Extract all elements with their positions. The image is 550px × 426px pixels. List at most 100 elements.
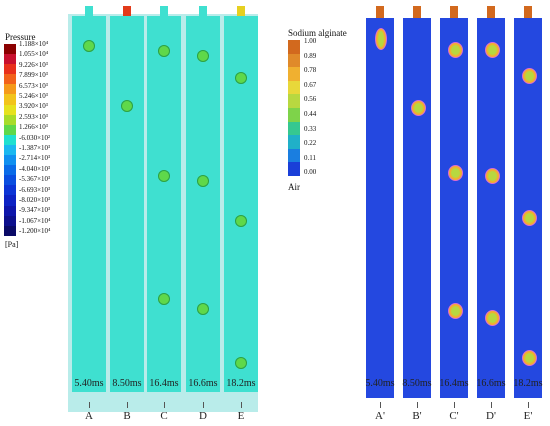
- colorbar-label: 0.00: [304, 168, 317, 177]
- colorbar-segment: [288, 40, 300, 54]
- colorbar-label: -1.200×10⁴: [19, 227, 51, 236]
- pressure-droplet: [197, 303, 209, 315]
- pressure-column-a: [72, 16, 106, 392]
- inlet-nozzle: [160, 6, 168, 16]
- colorbar-segment: [4, 94, 16, 105]
- column-tick: [127, 402, 128, 408]
- colorbar-segment: [4, 165, 16, 176]
- alginate-time-label: 18.2ms: [513, 378, 543, 389]
- alginate-time-label: 8.50ms: [402, 378, 432, 389]
- colorbar-label: 0.44: [304, 110, 317, 118]
- alginate-droplet: [447, 165, 463, 181]
- colorbar-segment: [288, 162, 300, 176]
- colorbar-label: -6.030×10²: [19, 133, 51, 142]
- colorbar-segment: [4, 215, 16, 226]
- column-tick: [454, 402, 455, 408]
- colorbar-label: 1.055×10⁴: [19, 50, 49, 59]
- inlet-nozzle: [376, 6, 384, 18]
- colorbar-segment: [288, 148, 300, 163]
- colorbar-segment: [4, 44, 16, 55]
- colorbar-segment: [288, 107, 300, 122]
- alginate-colorbar-labels: 1.00 0.89 0.78 0.67 0.56 0.44 0.33 0.22 0.11 0.00: [304, 38, 344, 183]
- colorbar-segment: [4, 124, 16, 135]
- colorbar-segment: [4, 64, 16, 75]
- colorbar-segment: [288, 121, 300, 136]
- alginate-column-label: A': [375, 410, 385, 422]
- alginate-column-3: [440, 18, 468, 398]
- colorbar-segment: [4, 225, 16, 236]
- colorbar-segment: [288, 94, 300, 108]
- inlet-nozzle: [413, 6, 421, 18]
- colorbar-label: 9.226×10³: [19, 60, 48, 69]
- pressure-column-c: [147, 16, 181, 392]
- pressure-droplet: [197, 175, 209, 187]
- pressure-colorbar-labels: 1.188×10⁴ 1.055×10⁴ 9.226×10³ 7.899×10³ 6.57…: [19, 41, 79, 241]
- pressure-droplet: [197, 50, 209, 62]
- colorbar-segment: [4, 155, 16, 166]
- alginate-column-1: [366, 18, 394, 398]
- pressure-droplet: [121, 100, 133, 112]
- pressure-column-label: B: [123, 410, 131, 422]
- alginate-droplet: [447, 42, 463, 58]
- colorbar-label: 2.593×10³: [19, 112, 48, 121]
- colorbar-label: 0.33: [304, 124, 317, 133]
- alginate-time-label: 16.4ms: [439, 378, 469, 389]
- colorbar-label: 0.11: [304, 153, 316, 162]
- alginate-droplet: [521, 68, 537, 84]
- pressure-droplet: [158, 170, 170, 182]
- colorbar-label: -5.367×10³: [19, 175, 51, 184]
- pressure-time-label: 5.40ms: [74, 378, 104, 389]
- column-tick: [380, 402, 381, 408]
- pressure-column-label: A: [85, 410, 93, 422]
- inlet-nozzle: [450, 6, 458, 18]
- colorbar-label: 1.00: [304, 37, 317, 45]
- colorbar-segment: [288, 53, 300, 68]
- alginate-column-2: [403, 18, 431, 398]
- colorbar-segment: [4, 144, 16, 156]
- alginate-column-label: B': [412, 410, 422, 422]
- colorbar-label: -1.067×10⁴: [19, 216, 51, 225]
- colorbar-label: 0.22: [304, 139, 317, 148]
- alginate-colorbar: [288, 40, 300, 176]
- pressure-column-d: [186, 16, 220, 392]
- colorbar-segment: [4, 104, 16, 115]
- colorbar-label: -9.347×10³: [19, 206, 51, 215]
- pressure-droplet: [158, 293, 170, 305]
- colorbar-segment: [4, 114, 16, 125]
- inlet-nozzle: [524, 6, 532, 18]
- column-tick: [89, 402, 90, 408]
- alginate-legend-title: Sodium alginate: [288, 28, 347, 38]
- colorbar-label: 1.188×10⁴: [19, 40, 49, 48]
- colorbar-segment: [4, 195, 16, 206]
- alginate-column-label: E': [523, 410, 533, 422]
- alginate-droplet: [484, 168, 500, 184]
- pressure-unit: [Pa]: [5, 240, 19, 249]
- column-tick: [528, 402, 529, 408]
- alginate-time-label: 16.6ms: [476, 378, 506, 389]
- colorbar-label: 5.246×10³: [19, 92, 48, 100]
- pressure-column-b: [110, 16, 144, 392]
- colorbar-segment: [4, 134, 16, 145]
- colorbar-label: -2.714×10³: [19, 154, 51, 163]
- pressure-droplet: [235, 357, 247, 369]
- alginate-column-label: D': [486, 410, 496, 422]
- alginate-droplet: [521, 350, 537, 366]
- alginate-time-label: 5.40ms: [365, 378, 395, 389]
- colorbar-label: 0.89: [304, 51, 317, 60]
- column-tick: [241, 402, 242, 408]
- pressure-droplet: [83, 40, 95, 52]
- colorbar-label: 3.920×10³: [19, 102, 48, 111]
- colorbar-segment: [4, 54, 16, 65]
- colorbar-label: 0.78: [304, 66, 317, 75]
- inlet-nozzle: [85, 6, 93, 16]
- column-tick: [164, 402, 165, 408]
- pressure-column-label: D: [199, 410, 207, 422]
- colorbar-segment: [4, 74, 16, 85]
- colorbar-segment: [288, 67, 300, 81]
- inlet-nozzle: [199, 6, 207, 16]
- colorbar-label: -8.020×10³: [19, 196, 51, 204]
- pressure-droplet: [235, 72, 247, 84]
- colorbar-segment: [4, 175, 16, 186]
- pressure-column-label: E: [237, 410, 245, 422]
- alginate-droplet: [484, 42, 500, 58]
